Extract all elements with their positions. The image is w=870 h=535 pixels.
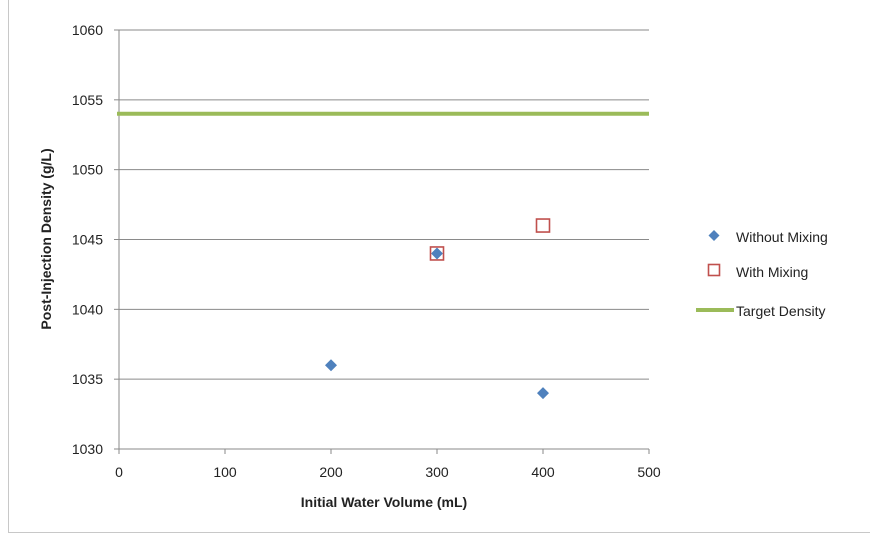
point-with-mixing-0 [429, 246, 445, 261]
point-without-mixing-2 [537, 387, 549, 400]
tick-label-x-500: 500 [637, 464, 661, 480]
legend-diamond-marker [708, 230, 720, 241]
legend-label-target-density: Target Density [736, 303, 825, 319]
data-points [325, 218, 551, 400]
tick-label-y-1035: 1035 [72, 371, 103, 387]
tick-label-y-1050: 1050 [72, 162, 103, 178]
legend-item-with-mixing: With Mixing [707, 263, 808, 280]
tick-label-x-300: 300 [425, 464, 449, 480]
tick-label-x-400: 400 [531, 464, 555, 480]
legend-label-with-mixing: With Mixing [736, 264, 808, 280]
tick-label-y-1060: 1060 [72, 22, 103, 38]
tick-label-x-0: 0 [115, 464, 123, 480]
legend: Without Mixing With Mixing Target Densit… [696, 229, 828, 319]
legend-label-without-mixing: Without Mixing [736, 229, 828, 245]
legend-item-target-density: Target Density [696, 303, 825, 319]
legend-item-without-mixing: Without Mixing [708, 229, 828, 245]
point-without-mixing-1 [431, 247, 443, 260]
tick-label-y-1030: 1030 [72, 441, 103, 457]
tick-label-y-1040: 1040 [72, 301, 103, 317]
chart-frame [8, 0, 870, 533]
tick-label-y-1045: 1045 [72, 232, 103, 248]
point-with-mixing-1 [535, 218, 551, 233]
tick-label-x-100: 100 [213, 464, 237, 480]
x-axis-label: Initial Water Volume (mL) [301, 494, 467, 510]
axes [114, 29, 650, 454]
point-without-mixing-0 [325, 359, 337, 372]
y-axis-label: Post-Injection Density (g/L) [38, 148, 54, 329]
gridlines [119, 29, 649, 380]
legend-square-marker [707, 263, 721, 277]
tick-labels: 1030 1035 1040 1045 1050 1055 1060 0 100 200 300 40… [72, 22, 661, 480]
tick-label-y-1055: 1055 [72, 92, 103, 108]
tick-label-x-200: 200 [319, 464, 343, 480]
